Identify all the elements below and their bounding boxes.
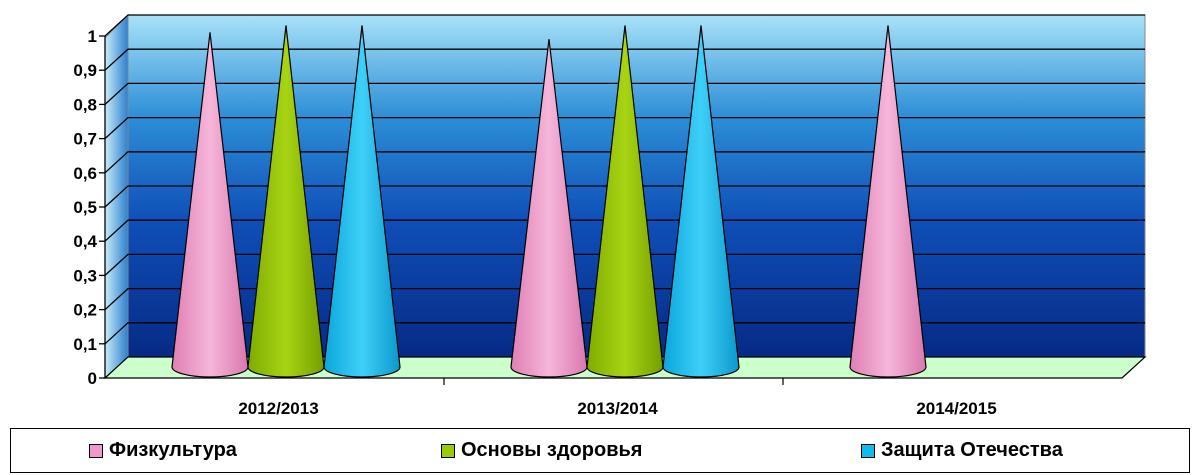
legend-item-zashchita-otechestva: Защита Отечества [861,439,1063,462]
y-axis: 0 0,1 0,2 0,3 0,4 0,5 0,6 0,7 0,8 0,9 1 [73,27,106,388]
y-tick-label: 0,7 [73,130,97,149]
y-tick-label: 0,2 [73,301,97,320]
y-tick-label: 0,4 [73,232,97,251]
y-tick-label: 0,9 [73,61,97,80]
gridline [104,48,1145,71]
x-tick-label: 2013/2014 [577,399,658,418]
legend-label-osnovy-zdorovya: Основы здоровья [461,439,643,461]
y-tick-label: 0,1 [73,335,97,354]
cone-bar [586,25,664,378]
y-tick-label: 0,8 [73,95,97,114]
gridline [104,322,1145,345]
gridline [104,82,1145,105]
legend-label-fizkultura: Физкультура [109,439,237,461]
y-tick-label: 1 [88,27,97,46]
legend-swatch-cyan [861,443,875,458]
x-axis: 2012/2013 2013/2014 2014/2015 [238,378,997,418]
cone-bar [247,25,325,378]
gridline [104,14,1145,37]
legend-item-fizkultura: Физкультура [89,439,237,462]
legend-label-zashchita-otechestva: Защита Отечества [881,439,1063,461]
gridline [104,151,1145,174]
cone-chart: 00,10,20,30,40,50,60,70,80,91 2012/2013 2… [73,13,1147,418]
gridline [104,185,1145,208]
cone-bar [849,25,927,378]
gridline [104,219,1145,242]
legend: Физкультура Основы здоровья Защита Отече… [10,428,1190,473]
cone-series [171,25,927,378]
gridline [104,253,1145,276]
legend-swatch-green [441,443,455,458]
gridline [104,287,1145,311]
y-tick-label: 0,3 [73,266,97,285]
cone-bar [662,25,740,378]
y-tick-label: 0 [88,369,97,388]
cone-bar [510,39,588,378]
x-tick-label: 2012/2013 [238,399,318,418]
y-tick-label: 0,6 [73,164,97,183]
x-tick-label: 2014/2015 [916,399,996,418]
cone-bar [171,32,249,378]
grid-lines [104,14,1145,345]
cone-bar [323,25,401,378]
y-tick-label: 0,5 [73,198,97,217]
legend-item-osnovy-zdorovya: Основы здоровья [441,439,642,462]
legend-swatch-pink [89,443,103,458]
gridline [104,116,1145,140]
